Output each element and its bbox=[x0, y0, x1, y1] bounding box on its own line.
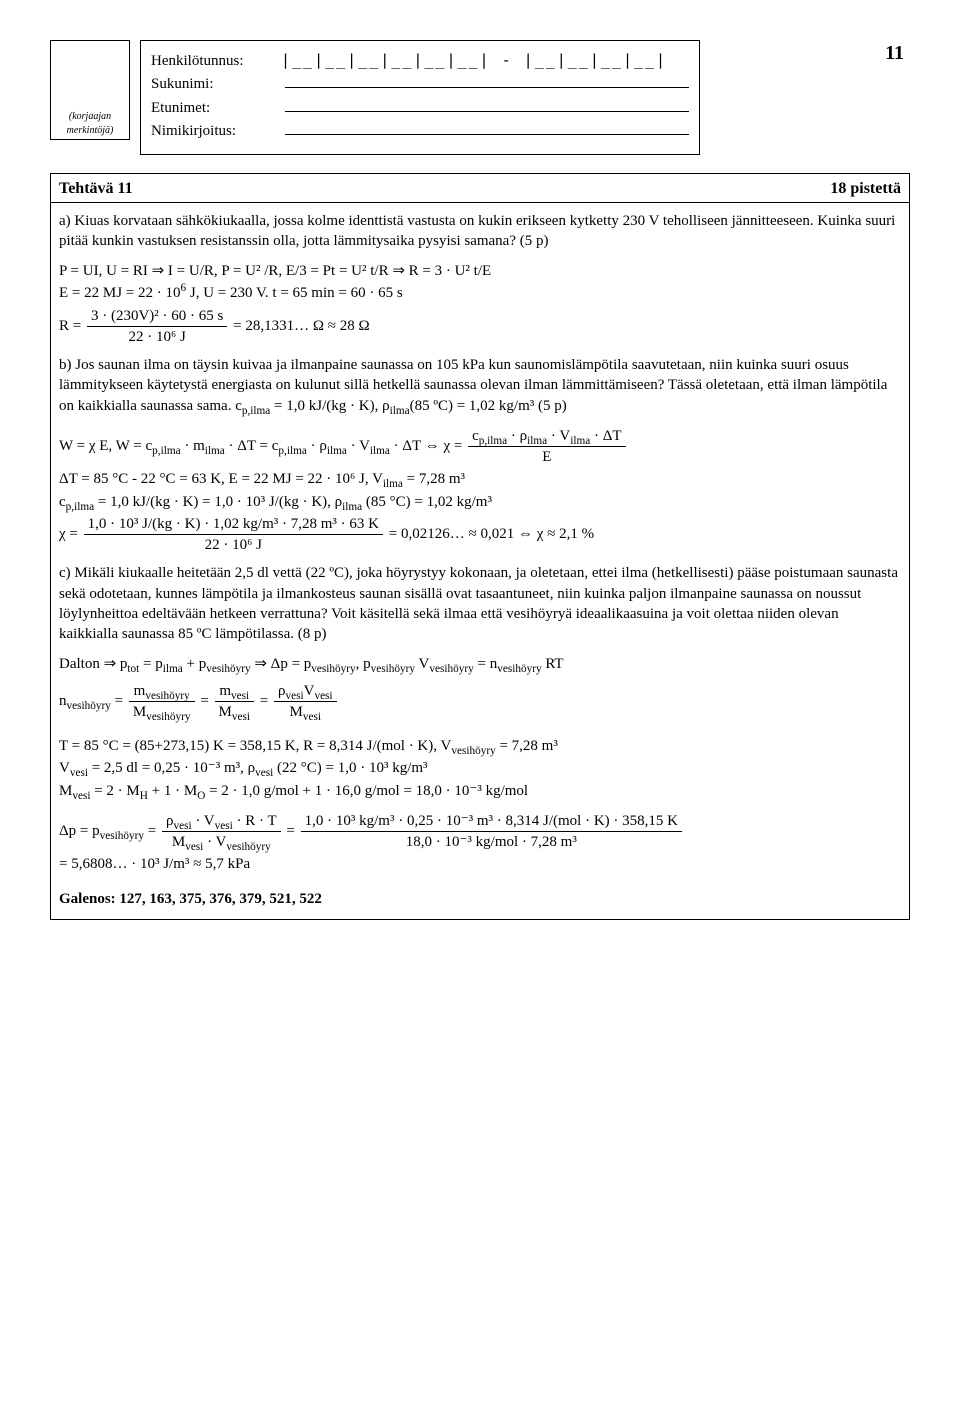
part-c-math: Dalton ⇒ ptot = pilma + pvesihöyry ⇒ Δp … bbox=[59, 654, 901, 874]
id-slots: |__|__|__|__|__|__| - |__|__|__|__| bbox=[281, 50, 667, 70]
part-a-text: a) Kiuas korvataan sähkökiukaalla, jossa… bbox=[59, 211, 901, 252]
signature-label: Nimikirjoitus: bbox=[151, 121, 281, 141]
eq-a2: E = 22 MJ = 22 · 106 J, U = 230 V. t = 6… bbox=[59, 283, 901, 303]
eq-b3: cp,ilma = 1,0 kJ/(kg · K) = 1,0 · 10³ J/… bbox=[59, 492, 901, 512]
id-label: Henkilötunnus: bbox=[151, 51, 281, 71]
part-b-math: W = χ E, W = cp,ilma · milma · ΔT = cp,i… bbox=[59, 426, 901, 556]
page-number: 11 bbox=[885, 40, 910, 67]
firstnames-field[interactable] bbox=[285, 98, 689, 112]
eq-b2: ΔT = 85 °C - 22 °C = 63 K, E = 22 MJ = 2… bbox=[59, 469, 901, 489]
surname-label: Sukunimi: bbox=[151, 74, 281, 94]
eq-b4: χ = 1,0 · 10³ J/(kg · K) · 1,02 kg/m³ · … bbox=[59, 514, 901, 556]
eq-M: Mvesi = 2 · MH + 1 · MO = 2 · 1,0 g/mol … bbox=[59, 781, 901, 801]
part-c-text: c) Mikäli kiukaalle heitetään 2,5 dl vet… bbox=[59, 563, 901, 644]
task-title: Tehtävä 11 bbox=[59, 178, 133, 200]
eq-n: nvesihöyry = mvesihöyryMvesihöyry = mves… bbox=[59, 681, 901, 723]
task-header: Tehtävä 11 18 pistettä bbox=[50, 173, 910, 202]
firstnames-label: Etunimet: bbox=[151, 98, 281, 118]
eq-T: T = 85 °C = (85+273,15) K = 358,15 K, R … bbox=[59, 736, 901, 756]
eq-dp: Δp = pvesihöyry = ρvesi · Vvesi · R · T … bbox=[59, 811, 901, 853]
eq-V: Vvesi = 2,5 dl = 0,25 · 10⁻³ m³, ρvesi (… bbox=[59, 758, 901, 778]
eq-a1: P = UI, U = RI ⇒ I = U/R, P = U² /R, E/3… bbox=[59, 261, 901, 281]
eq-b1: W = χ E, W = cp,ilma · milma · ΔT = cp,i… bbox=[59, 426, 901, 468]
eq-dalton: Dalton ⇒ ptot = pilma + pvesihöyry ⇒ Δp … bbox=[59, 654, 901, 674]
eq-a3: R = 3 · (230V)² · 60 · 65 s22 · 10⁶ J = … bbox=[59, 306, 901, 348]
part-b-text: b) Jos saunan ilma on täysin kuivaa ja i… bbox=[59, 355, 901, 416]
personal-info-box: Henkilötunnus: |__|__|__|__|__|__| - |__… bbox=[140, 40, 700, 155]
surname-field[interactable] bbox=[285, 74, 689, 88]
task-points: 18 pistettä bbox=[830, 178, 901, 200]
content-box: a) Kiuas korvataan sähkökiukaalla, jossa… bbox=[50, 202, 910, 920]
header-row: (korjaajan merkintöjä) Henkilötunnus: |_… bbox=[50, 40, 910, 155]
eq-result: = 5,6808… · 10³ J/m³ ≈ 5,7 kPa bbox=[59, 854, 901, 874]
signature-field[interactable] bbox=[285, 121, 689, 135]
part-a-math: P = UI, U = RI ⇒ I = U/R, P = U² /R, E/3… bbox=[59, 261, 901, 347]
galenos-refs: Galenos: 127, 163, 375, 376, 379, 521, 5… bbox=[59, 889, 901, 909]
photo-caption: (korjaajan merkintöjä) bbox=[51, 110, 129, 139]
photo-box: (korjaajan merkintöjä) bbox=[50, 40, 130, 140]
